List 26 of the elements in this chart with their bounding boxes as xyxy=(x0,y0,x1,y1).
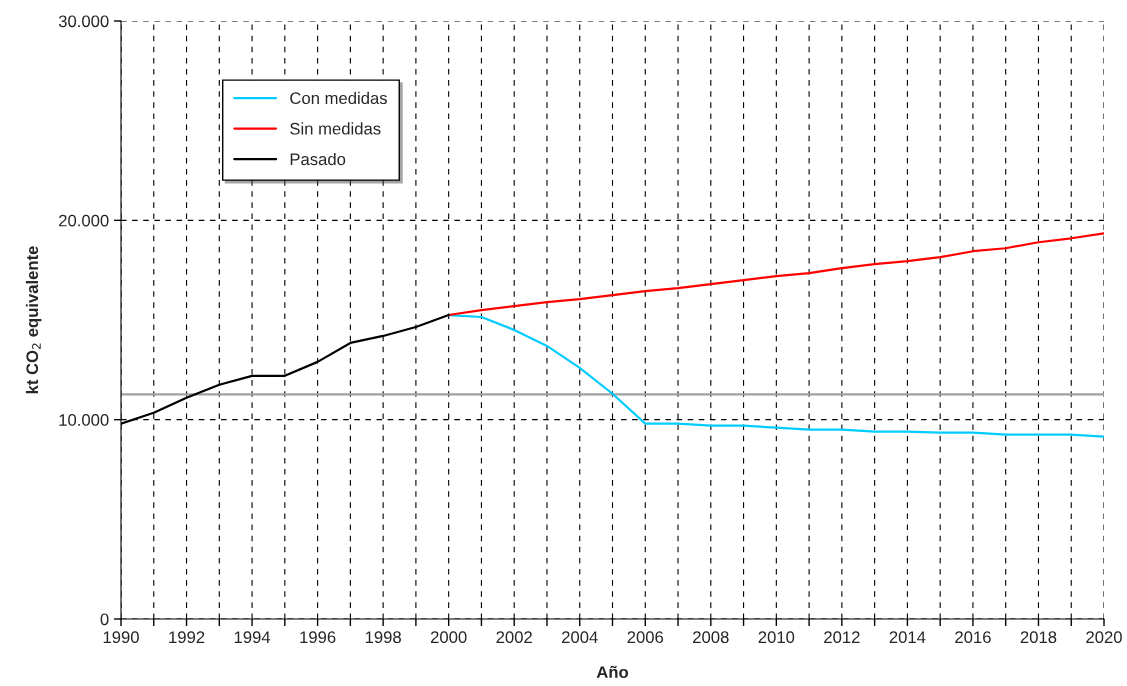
x-tick-label: 2018 xyxy=(1020,631,1057,644)
y-tick-label: 30.000 xyxy=(58,15,109,28)
y-tick-label: 10.000 xyxy=(59,414,109,426)
x-tick-label: 2008 xyxy=(693,631,729,644)
y-tick-label: 0 xyxy=(100,613,109,626)
y-tick-label: 20.000 xyxy=(59,214,109,227)
x-tick-label: 1994 xyxy=(234,631,271,644)
x-tick-label: 2000 xyxy=(430,631,467,644)
x-tick-label: 1996 xyxy=(300,631,336,644)
line-series xyxy=(447,232,1104,317)
x-tick-label: 2020 xyxy=(1086,631,1122,644)
legend-label: Con medidas xyxy=(290,91,387,105)
x-tick-label: 2016 xyxy=(955,631,991,644)
x-tick-label: 1992 xyxy=(169,631,205,644)
x-tick-label: 2012 xyxy=(824,631,860,644)
legend-label: Sin medidas xyxy=(290,122,381,135)
x-tick-label: 2006 xyxy=(627,631,664,644)
x-tick-label: 2002 xyxy=(496,631,532,644)
x-tick-label: 2004 xyxy=(562,631,598,644)
x-tick-label: 2010 xyxy=(758,631,795,644)
x-tick-label: 1990 xyxy=(103,631,139,644)
y-axis-title: kt CO$_{2}$ equivalente xyxy=(25,246,42,394)
x-tick-label: 1998 xyxy=(365,631,401,644)
x-axis-title: Año xyxy=(596,665,629,679)
x-tick-label: 2014 xyxy=(889,631,926,644)
legend-label: Pasado xyxy=(290,152,346,166)
